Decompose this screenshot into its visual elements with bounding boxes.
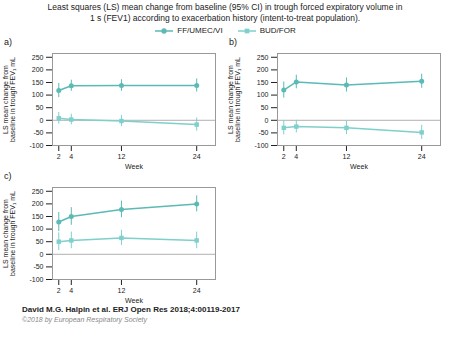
svg-text:LS mean change frombaseline in: LS mean change frombaseline in trough FE…: [227, 57, 242, 142]
html-text:a): a): [4, 37, 12, 47]
svg-text:-50: -50: [33, 263, 43, 270]
svg-text:24: 24: [418, 153, 426, 160]
svg-text:50: 50: [261, 104, 269, 111]
svg-text:50: 50: [36, 238, 44, 245]
svg-text:12: 12: [343, 153, 351, 160]
svg-text:200: 200: [32, 200, 44, 207]
svg-text:0: 0: [265, 117, 269, 124]
html-text:c): c): [4, 171, 12, 181]
html-text:Least squares (LS) mean change: Least squares (LS) mean change from base…: [47, 2, 403, 23]
html-text:b): b): [229, 37, 237, 47]
html-text:©2018 by European Respiratory: ©2018 by European Respiratory Society: [22, 316, 147, 323]
svg-text:24: 24: [193, 153, 201, 160]
svg-text:100: 100: [257, 91, 269, 98]
svg-text:2: 2: [57, 287, 61, 294]
svg-text:0: 0: [40, 251, 44, 258]
svg-text:Week: Week: [125, 297, 143, 304]
svg-text:150: 150: [32, 79, 44, 86]
svg-text:2: 2: [282, 153, 286, 160]
svg-text:4: 4: [69, 287, 73, 294]
svg-text:150: 150: [32, 213, 44, 220]
svg-text:200: 200: [257, 66, 269, 73]
svg-text:50: 50: [36, 104, 44, 111]
html-text:BUD/FOR: BUD/FOR: [259, 26, 296, 35]
svg-text:2: 2: [57, 153, 61, 160]
svg-text:4: 4: [294, 153, 298, 160]
svg-text:Week: Week: [125, 163, 143, 170]
svg-text:150: 150: [257, 79, 269, 86]
svg-text:-50: -50: [33, 129, 43, 136]
svg-text:200: 200: [32, 66, 44, 73]
svg-text:250: 250: [32, 54, 44, 61]
svg-text:12: 12: [118, 153, 126, 160]
svg-text:250: 250: [32, 188, 44, 195]
svg-text:-50: -50: [258, 129, 268, 136]
html-text:David M.G. Halpin et al. ERJ O: David M.G. Halpin et al. ERJ Open Res 20…: [22, 305, 240, 314]
svg-text:-100: -100: [29, 142, 43, 149]
svg-text:100: 100: [32, 225, 44, 232]
svg-text:0: 0: [40, 117, 44, 124]
svg-text:-100: -100: [254, 142, 268, 149]
svg-text:12: 12: [118, 287, 126, 294]
svg-text:4: 4: [69, 153, 73, 160]
svg-text:LS mean change frombaseline in: LS mean change frombaseline in trough FE…: [2, 57, 17, 142]
svg-text:250: 250: [257, 54, 269, 61]
html-text:FF/UMEC/VI: FF/UMEC/VI: [177, 26, 223, 35]
svg-text:LS mean change frombaseline in: LS mean change frombaseline in trough FE…: [2, 191, 17, 276]
svg-text:24: 24: [193, 287, 201, 294]
svg-text:-100: -100: [29, 276, 43, 283]
svg-text:100: 100: [32, 91, 44, 98]
svg-text:Week: Week: [350, 163, 368, 170]
